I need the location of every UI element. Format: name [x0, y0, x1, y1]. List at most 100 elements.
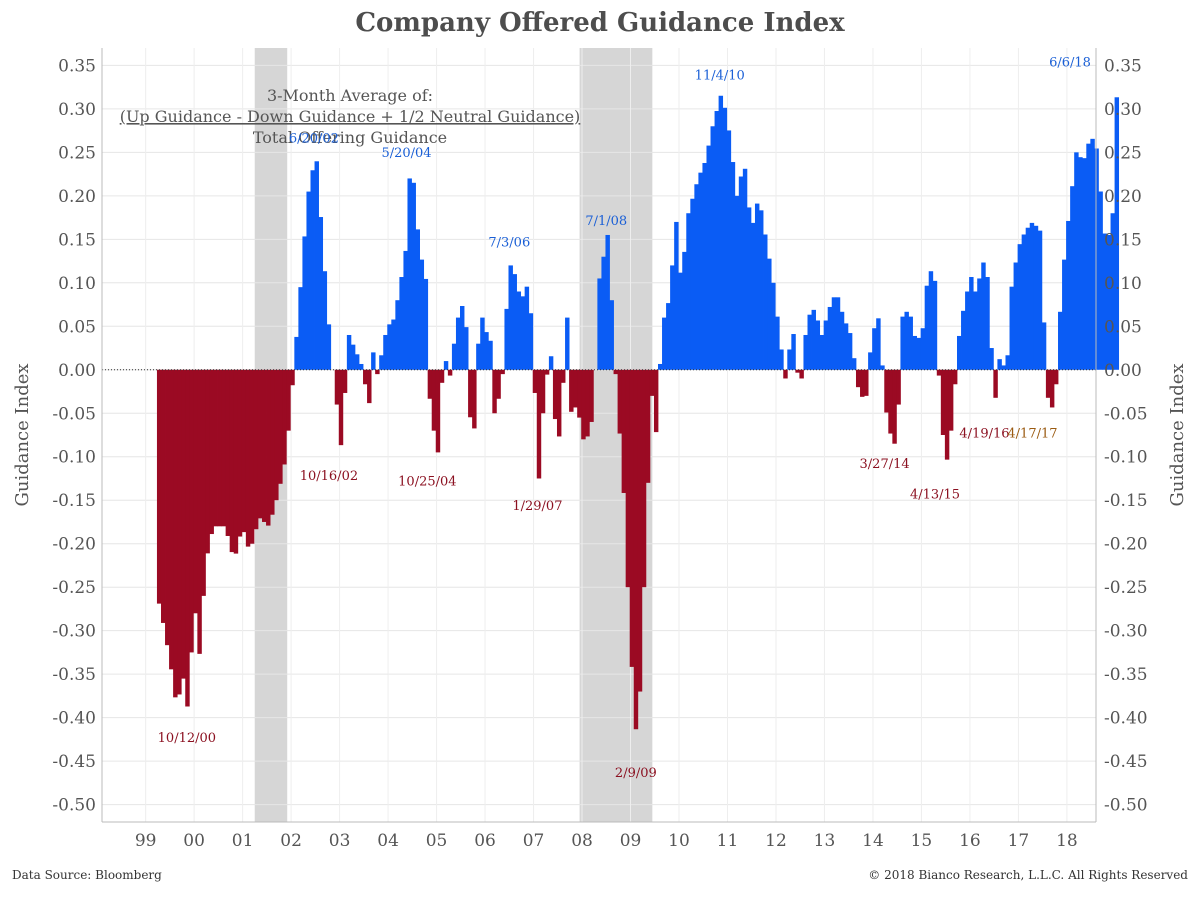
negative-bar: [253, 369, 259, 530]
positive-bar: [1090, 138, 1095, 370]
positive-bar: [1021, 234, 1027, 370]
x-tick-label: 06: [474, 831, 496, 851]
negative-bar: [221, 369, 227, 527]
negative-bar: [197, 369, 202, 654]
negative-bar: [589, 369, 594, 422]
negative-bar: [952, 369, 958, 385]
positive-bar: [391, 319, 396, 370]
positive-bar: [985, 277, 990, 370]
negative-bar: [556, 369, 562, 437]
positive-bar: [843, 323, 849, 370]
chart-title: Company Offered Guidance Index: [355, 8, 845, 38]
y-tick-label-right: -0.20: [1104, 535, 1148, 555]
negative-bar: [363, 369, 368, 385]
negative-bar: [201, 369, 206, 596]
positive-bar: [851, 358, 857, 370]
annotation-label: 1/29/07: [512, 499, 562, 514]
positive-bar: [823, 320, 829, 370]
positive-bar: [508, 265, 513, 370]
negative-bar: [1049, 369, 1055, 408]
negative-bar: [888, 369, 893, 434]
negative-bar: [884, 369, 889, 413]
negative-bar: [169, 369, 174, 670]
negative-bar: [439, 369, 445, 383]
negative-bar: [233, 369, 239, 554]
negative-bar: [864, 369, 869, 396]
x-tick-label: 05: [426, 831, 448, 851]
positive-bar: [908, 316, 913, 370]
positive-bar: [754, 203, 760, 370]
positive-bar: [484, 332, 489, 370]
y-axis-title-left: Guidance Index: [12, 363, 33, 506]
positive-bar: [302, 236, 307, 370]
negative-bar: [431, 369, 437, 431]
x-tick-label: 99: [135, 831, 157, 851]
y-tick-label-left: 0.10: [58, 274, 96, 294]
x-tick-label: 14: [862, 831, 884, 851]
x-tick-label: 12: [765, 831, 787, 851]
positive-bar: [835, 297, 841, 370]
y-axis-title-right: Guidance Index: [1167, 363, 1188, 506]
positive-bar: [451, 343, 457, 370]
positive-bar: [443, 361, 449, 370]
positive-bar: [480, 317, 485, 370]
negative-bar: [205, 369, 210, 554]
positive-bar: [1114, 97, 1120, 370]
negative-bar: [637, 369, 643, 692]
y-tick-label-right: -0.45: [1104, 752, 1148, 772]
positive-bar: [464, 327, 469, 370]
positive-bar: [880, 365, 885, 370]
copyright-note: © 2018 Bianco Research, L.L.C. All Right…: [868, 868, 1188, 882]
y-tick-label-left: 0.00: [58, 361, 96, 381]
y-tick-label-right: 0.30: [1104, 100, 1142, 120]
positive-bar: [876, 318, 881, 370]
y-tick-label-left: 0.15: [58, 230, 96, 250]
x-tick-label: 13: [814, 831, 836, 851]
positive-bar: [787, 349, 792, 370]
positive-bar: [326, 324, 332, 370]
y-tick-label-right: -0.05: [1104, 404, 1148, 424]
negative-bar: [334, 369, 340, 405]
positive-bar: [670, 265, 675, 370]
positive-bar: [1110, 213, 1115, 370]
positive-bar: [423, 278, 429, 370]
positive-bar: [520, 296, 526, 370]
positive-bar: [407, 178, 412, 370]
negative-bar: [795, 369, 800, 373]
y-tick-label-right: 0.20: [1104, 187, 1142, 207]
positive-bar: [977, 278, 982, 370]
positive-bar: [657, 363, 663, 370]
negative-bar: [645, 369, 651, 483]
y-tick-label-right: 0.25: [1104, 143, 1142, 163]
positive-bar: [601, 256, 606, 370]
y-tick-label-left: -0.50: [52, 796, 96, 816]
positive-bar: [815, 320, 821, 370]
annotation-label: 5/20/04: [381, 146, 431, 161]
positive-bar: [839, 311, 845, 370]
positive-bar: [1037, 230, 1043, 370]
positive-bar: [868, 352, 873, 370]
positive-bar: [912, 335, 917, 370]
positive-bar: [961, 310, 966, 370]
x-tick-label: 02: [280, 831, 302, 851]
positive-bar: [872, 328, 877, 370]
negative-bar: [536, 369, 542, 479]
annotation-label: 11/4/10: [695, 69, 745, 84]
positive-bar: [1033, 225, 1039, 370]
negative-bar: [936, 369, 942, 376]
positive-bar: [597, 278, 602, 370]
y-tick-label-left: -0.20: [52, 535, 96, 555]
positive-bar: [730, 162, 736, 370]
negative-bar: [160, 369, 166, 623]
positive-bar: [1082, 158, 1087, 370]
negative-bar: [633, 369, 639, 730]
positive-bar: [379, 355, 384, 370]
positive-bar: [827, 306, 833, 370]
positive-bar: [294, 336, 299, 370]
negative-bar: [544, 369, 550, 375]
positive-bar: [548, 356, 554, 370]
y-tick-label-left: -0.25: [52, 578, 96, 598]
positive-bar: [1025, 227, 1031, 370]
y-tick-label-right: 0.35: [1104, 56, 1142, 76]
